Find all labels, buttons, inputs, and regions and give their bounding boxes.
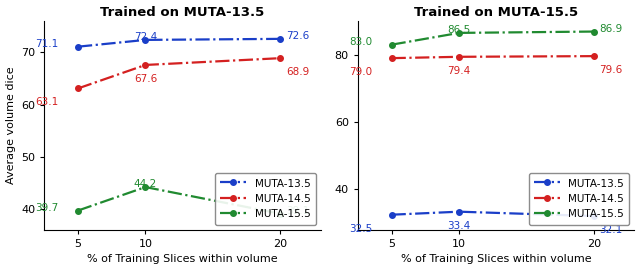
Line: MUTA-13.5: MUTA-13.5 [389, 209, 596, 219]
Text: 83.0: 83.0 [349, 37, 372, 47]
Text: 32.1: 32.1 [600, 225, 623, 235]
Text: 79.6: 79.6 [600, 65, 623, 75]
MUTA-15.5 [455, 31, 463, 35]
Line: MUTA-13.5: MUTA-13.5 [76, 36, 283, 49]
Title: Trained on MUTA-13.5: Trained on MUTA-13.5 [100, 6, 265, 19]
MUTA-14.5 [276, 56, 284, 60]
MUTA-15.5 [74, 209, 82, 212]
MUTA-13.5 [455, 210, 463, 213]
MUTA-14.5 [74, 87, 82, 90]
MUTA-14.5 [141, 63, 149, 67]
Text: 79.4: 79.4 [447, 66, 470, 76]
MUTA-14.5 [590, 55, 598, 58]
Text: 33.4: 33.4 [447, 221, 470, 231]
MUTA-15.5 [141, 185, 149, 189]
Text: 79.0: 79.0 [349, 67, 372, 77]
Text: 86.5: 86.5 [447, 25, 470, 35]
Text: 72.4: 72.4 [134, 32, 157, 42]
Y-axis label: Average volume dice: Average volume dice [6, 67, 15, 184]
Text: 63.1: 63.1 [35, 97, 58, 107]
Line: MUTA-14.5: MUTA-14.5 [76, 55, 283, 91]
Title: Trained on MUTA-15.5: Trained on MUTA-15.5 [414, 6, 578, 19]
X-axis label: % of Training Slices within volume: % of Training Slices within volume [401, 254, 591, 264]
Line: MUTA-15.5: MUTA-15.5 [76, 184, 283, 217]
MUTA-13.5 [276, 37, 284, 40]
MUTA-13.5 [388, 213, 396, 216]
Text: 32.5: 32.5 [349, 224, 372, 234]
MUTA-13.5 [141, 38, 149, 42]
Text: 68.9: 68.9 [286, 67, 309, 77]
MUTA-13.5 [74, 45, 82, 48]
MUTA-13.5 [590, 214, 598, 218]
Legend: MUTA-13.5, MUTA-14.5, MUTA-15.5: MUTA-13.5, MUTA-14.5, MUTA-15.5 [529, 173, 629, 225]
Legend: MUTA-13.5, MUTA-14.5, MUTA-15.5: MUTA-13.5, MUTA-14.5, MUTA-15.5 [215, 173, 316, 225]
Text: 39.7: 39.7 [35, 203, 58, 213]
X-axis label: % of Training Slices within volume: % of Training Slices within volume [87, 254, 278, 264]
MUTA-15.5 [276, 212, 284, 215]
Line: MUTA-14.5: MUTA-14.5 [389, 53, 596, 61]
MUTA-15.5 [388, 43, 396, 46]
Text: 86.9: 86.9 [600, 24, 623, 34]
Text: 39.1: 39.1 [286, 206, 309, 216]
MUTA-14.5 [388, 56, 396, 60]
Text: 72.6: 72.6 [286, 31, 309, 41]
Line: MUTA-15.5: MUTA-15.5 [389, 29, 596, 48]
MUTA-15.5 [590, 30, 598, 33]
MUTA-14.5 [455, 55, 463, 58]
Text: 67.6: 67.6 [134, 74, 157, 84]
Text: 71.1: 71.1 [35, 39, 58, 49]
Text: 44.2: 44.2 [134, 179, 157, 189]
